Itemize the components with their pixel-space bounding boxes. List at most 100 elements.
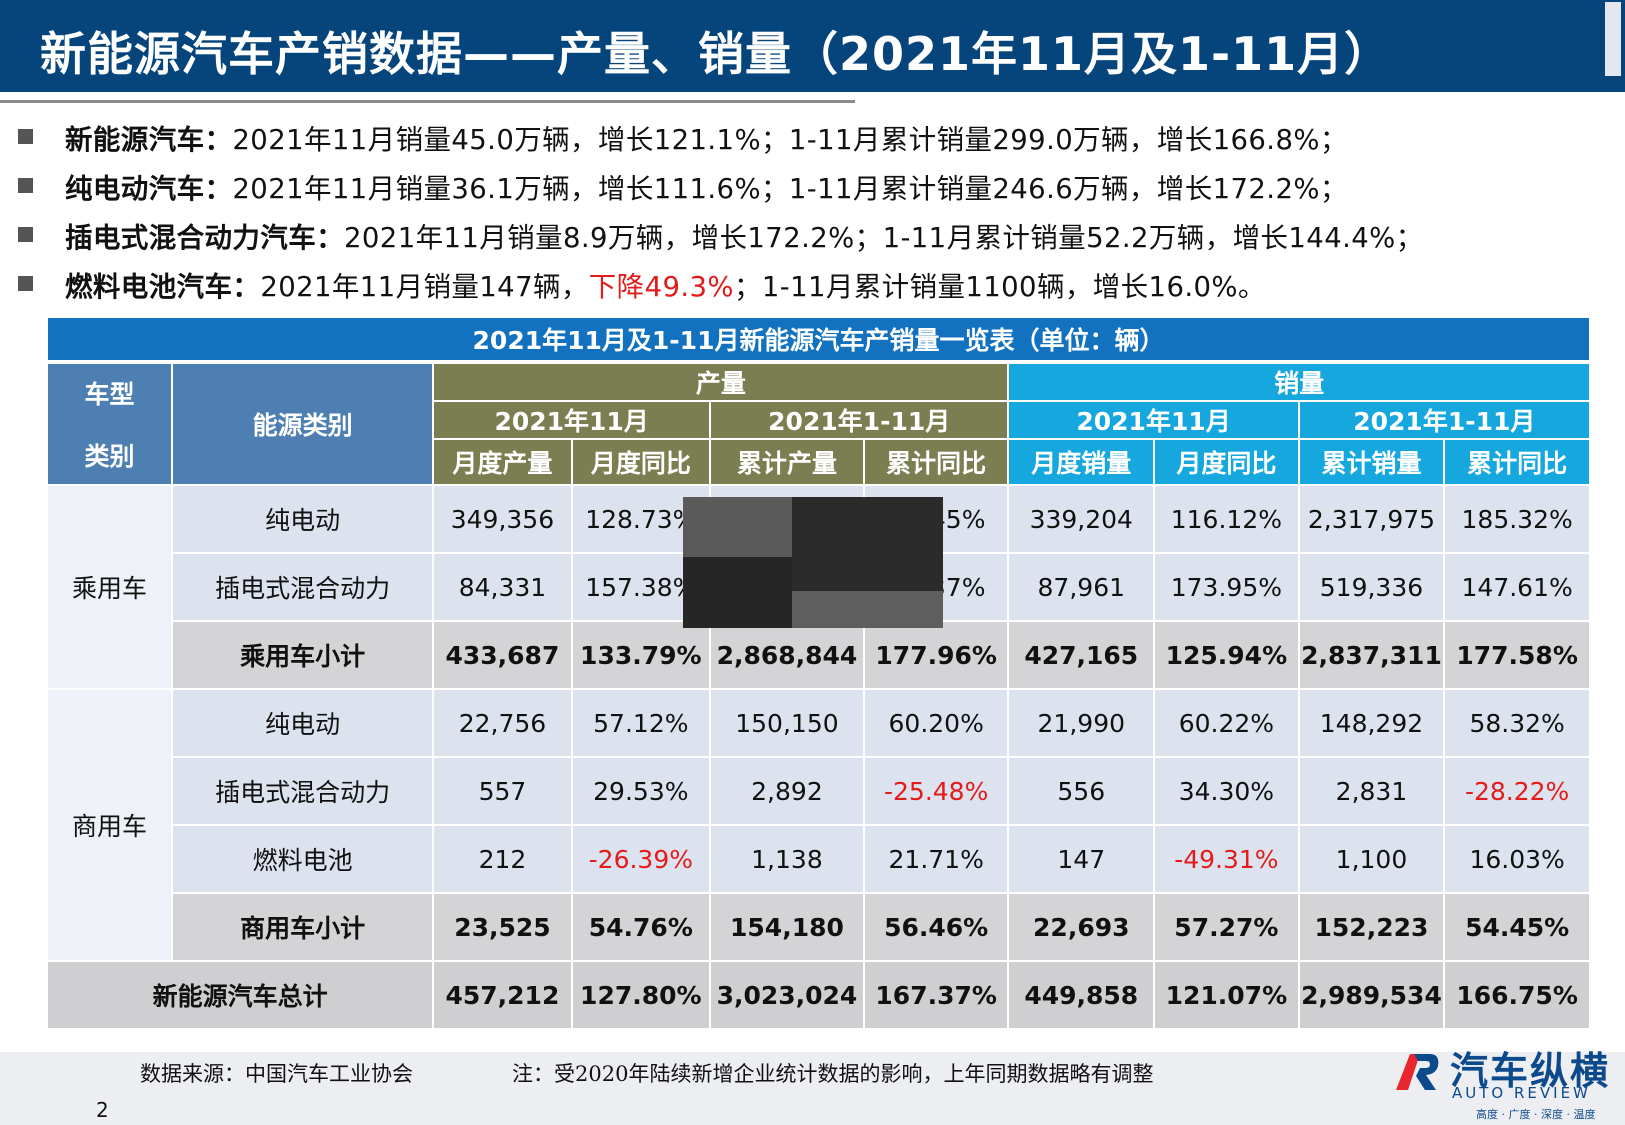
- energy-cell: 纯电动: [170, 688, 435, 758]
- value-cell: 166.75%: [1443, 960, 1591, 1030]
- value-cell: 84,331: [432, 552, 573, 622]
- value-cell: 147.61%: [1443, 552, 1591, 622]
- bullet-text: 2021年11月销量8.9万辆，增长172.2%；1-11月累计销量52.2万辆…: [344, 221, 1424, 254]
- value-cell: 57.12%: [570, 688, 712, 758]
- col-cum-yoy: 累计同比: [862, 438, 1010, 486]
- value-cell: 3,023,024: [709, 960, 865, 1030]
- value-cell: 22,756: [432, 688, 573, 758]
- value-cell: 22,693: [1007, 892, 1156, 962]
- value-cell: 2,831: [1297, 756, 1446, 826]
- subtotal-row: 商用车小计 23,525 54.76% 154,180 56.46% 22,69…: [47, 892, 1591, 962]
- page-number: 2: [96, 1098, 109, 1122]
- col-month-yoy: 月度同比: [570, 438, 712, 486]
- bullet-square-icon: [18, 227, 33, 242]
- value-cell: 60.22%: [1153, 688, 1300, 758]
- redaction-mosaic: [683, 497, 943, 628]
- header-text: 类别: [84, 442, 135, 471]
- header-text: 车型: [84, 380, 135, 409]
- data-note: 注：受2020年陆续新增企业统计数据的影响，上年同期数据略有调整: [512, 1062, 1154, 1086]
- logo-tagline: 高度 · 广度 · 深度 · 温度: [1476, 1108, 1596, 1121]
- bullet-square-icon: [18, 129, 33, 144]
- value-cell: 457,212: [432, 960, 573, 1030]
- bullet-phev: 插电式混合动力汽车： 2021年11月销量8.9万辆，增长172.2%；1-11…: [14, 210, 1614, 259]
- total-label: 新能源汽车总计: [45, 960, 435, 1030]
- value-cell: 2,837,311: [1297, 620, 1446, 690]
- value-cell: 57.27%: [1153, 892, 1300, 962]
- value-cell: 29.53%: [570, 756, 712, 826]
- bullet-label: 插电式混合动力汽车：: [65, 221, 344, 254]
- value-cell: 173.95%: [1153, 552, 1300, 622]
- title-bar: 新能源汽车产销数据——产量、销量（2021年11月及1-11月）: [0, 0, 1625, 92]
- value-cell: 87,961: [1007, 552, 1156, 622]
- energy-cell: 插电式混合动力: [170, 552, 435, 622]
- bullet-text: 2021年11月销量147辆，: [260, 270, 589, 303]
- sales-ytd-header: 2021年1-11月: [1297, 400, 1592, 440]
- bullet-decline-text: 下降49.3%: [588, 270, 734, 303]
- value-cell: 60.20%: [862, 688, 1010, 758]
- value-cell: 150,150: [709, 688, 865, 758]
- value-cell: 212: [432, 824, 573, 894]
- value-cell: 21,990: [1007, 688, 1156, 758]
- data-source: 数据来源：中国汽车工业协会: [140, 1062, 413, 1086]
- sales-month-header: 2021年11月: [1007, 400, 1300, 440]
- footer-band: [0, 1052, 1625, 1125]
- bullet-text: ；1-11月累计销量1100辆，增长16.0%。: [733, 270, 1266, 303]
- value-cell: 23,525: [432, 892, 573, 962]
- total-row: 新能源汽车总计 457,212 127.80% 3,023,024 167.37…: [45, 960, 1591, 1030]
- production-header: 产量: [432, 361, 1010, 402]
- table-row: 燃料电池 212 -26.39% 1,138 21.71% 147 -49.31…: [47, 824, 1591, 894]
- value-cell: 152,223: [1297, 892, 1446, 962]
- summary-bullets: 新能源汽车： 2021年11月销量45.0万辆，增长121.1%；1-11月累计…: [14, 112, 1614, 308]
- col-cum-sales: 累计销量: [1297, 438, 1446, 486]
- value-cell: 2,868,844: [709, 620, 865, 690]
- col-cum-production: 累计产量: [709, 438, 865, 486]
- value-cell: 167.37%: [862, 960, 1010, 1030]
- production-month-header: 2021年11月: [432, 400, 712, 440]
- bullet-label: 燃料电池汽车：: [65, 270, 261, 303]
- subtotal-label: 乘用车小计: [170, 620, 435, 690]
- bullet-nev: 新能源汽车： 2021年11月销量45.0万辆，增长121.1%；1-11月累计…: [14, 112, 1614, 161]
- value-cell: 1,138: [709, 824, 865, 894]
- bullet-label: 新能源汽车：: [65, 123, 233, 156]
- value-cell: 339,204: [1007, 484, 1156, 554]
- bullet-bev: 纯电动汽车： 2021年11月销量36.1万辆，增长111.6%；1-11月累计…: [14, 161, 1614, 210]
- category-commercial: 商用车: [46, 688, 173, 962]
- value-cell: 58.32%: [1443, 688, 1591, 758]
- bullet-text: 2021年11月销量36.1万辆，增长111.6%；1-11月累计销量246.6…: [232, 172, 1348, 205]
- value-cell: 127.80%: [570, 960, 712, 1030]
- logo-mark-icon: [1396, 1054, 1439, 1090]
- negative-value-cell: -26.39%: [570, 824, 712, 894]
- col-month-sales: 月度销量: [1007, 438, 1156, 486]
- negative-value-cell: -49.31%: [1153, 824, 1300, 894]
- negative-value-cell: -25.48%: [862, 756, 1010, 826]
- value-cell: 56.46%: [862, 892, 1010, 962]
- logo-en: AUTO REVIEW: [1452, 1084, 1591, 1102]
- value-cell: 148,292: [1297, 688, 1446, 758]
- energy-type-header: 能源类别: [170, 361, 435, 486]
- energy-cell: 燃料电池: [170, 824, 435, 894]
- value-cell: 54.45%: [1443, 892, 1591, 962]
- value-cell: 556: [1007, 756, 1156, 826]
- value-cell: 133.79%: [570, 620, 712, 690]
- bullet-text: 2021年11月销量45.0万辆，增长121.1%；1-11月累计销量299.0…: [232, 123, 1348, 156]
- production-ytd-header: 2021年1-11月: [709, 400, 1010, 440]
- bullet-square-icon: [18, 178, 33, 193]
- energy-cell: 纯电动: [170, 484, 435, 554]
- value-cell: 54.76%: [570, 892, 712, 962]
- corner-mark: [1605, 2, 1621, 76]
- value-cell: 2,989,534: [1297, 960, 1446, 1030]
- col-month-production: 月度产量: [432, 438, 573, 486]
- vehicle-type-header: 车型 类别: [46, 361, 173, 486]
- col-month-yoy: 月度同比: [1153, 438, 1300, 486]
- value-cell: 147: [1007, 824, 1156, 894]
- table-row: 插电式混合动力 557 29.53% 2,892 -25.48% 556 34.…: [47, 756, 1591, 826]
- value-cell: 2,317,975: [1297, 484, 1446, 554]
- page-title: 新能源汽车产销数据——产量、销量（2021年11月及1-11月）: [40, 27, 1392, 81]
- category-passenger: 乘用车: [46, 484, 173, 690]
- value-cell: 116.12%: [1153, 484, 1300, 554]
- value-cell: 154,180: [709, 892, 865, 962]
- table-row: 商用车 纯电动 22,756 57.12% 150,150 60.20% 21,…: [46, 688, 1591, 962]
- title-separator: [0, 100, 855, 103]
- value-cell: 449,858: [1007, 960, 1156, 1030]
- value-cell: 349,356: [432, 484, 573, 554]
